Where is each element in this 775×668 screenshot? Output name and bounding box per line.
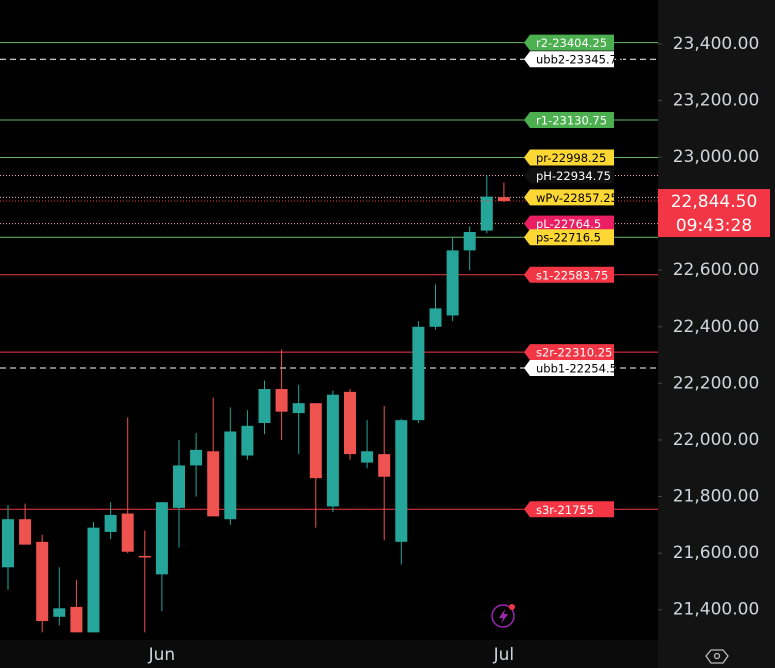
candle-body [395, 420, 408, 542]
settings-icon[interactable] [705, 649, 729, 664]
y-tick-label: 21,800.00 [673, 487, 760, 507]
y-tick-label: 23,400.00 [673, 34, 760, 54]
y-tick-label: 22,400.00 [673, 317, 760, 337]
candle-body [344, 391, 356, 455]
y-tick-label: 23,200.00 [673, 90, 760, 110]
countdown-label: 09:43:28 [676, 216, 752, 236]
level-label: s2r-22310.25 [524, 344, 614, 361]
level-label-box [524, 167, 614, 184]
candle-body [378, 454, 391, 477]
current-price-box [658, 189, 770, 238]
level-label-text: r1-23130.75 [536, 114, 607, 128]
level-label-box [524, 266, 614, 283]
y-tick-label: 21,600.00 [673, 543, 760, 563]
y-tick-label: 21,400.00 [673, 600, 760, 620]
plot-area [0, 0, 658, 640]
level-label-text: ps-22716.5 [536, 231, 601, 245]
level-label-text: pr-22998.25 [536, 151, 606, 165]
candle-body [2, 519, 14, 568]
time-axis [0, 640, 658, 668]
candle-body [138, 555, 151, 558]
level-label: r1-23130.75 [524, 112, 614, 129]
level-label-box [524, 189, 614, 206]
current-price-label: 22,844.50 [671, 192, 758, 212]
candle-body [19, 519, 32, 545]
candle-body [224, 431, 237, 520]
y-tick-label: 23,000.00 [673, 147, 760, 167]
x-tick-label: Jul [493, 645, 515, 665]
level-label-box [524, 149, 614, 166]
candle-body [53, 608, 66, 617]
candle-body [480, 196, 493, 231]
candle-body [275, 389, 288, 412]
level-label-box [524, 229, 614, 246]
candle-body [326, 394, 339, 507]
candle-body [36, 541, 49, 622]
candle-body [497, 197, 510, 202]
price-axis [658, 0, 775, 668]
candle-body [155, 502, 168, 575]
level-label-text: wPv-22857.25 [536, 191, 618, 205]
candle-body [173, 465, 185, 508]
level-label-box [524, 359, 614, 376]
level-label: wPv-22857.25 [524, 189, 618, 206]
candle-body [429, 308, 442, 327]
candle-body [361, 451, 374, 463]
level-label: ubb2-23345.75 [524, 51, 624, 68]
level-label-text: ubb1-22254.5 [536, 361, 617, 375]
lightning-icon[interactable] [491, 604, 515, 628]
candle-body [446, 250, 459, 316]
level-label: pr-22998.25 [524, 149, 614, 166]
level-label-box [524, 51, 614, 68]
level-label: ubb1-22254.5 [524, 359, 617, 376]
level-label: s1-22583.75 [524, 266, 614, 283]
y-tick-label: 22,200.00 [673, 373, 760, 393]
candle-body [309, 403, 322, 479]
candle-body [70, 606, 83, 633]
candle-body [104, 514, 117, 532]
candle-body [87, 527, 100, 633]
candle-body [241, 425, 254, 456]
level-label-box [524, 34, 614, 51]
level-label-box [524, 344, 614, 361]
candle-body [258, 389, 271, 423]
level-label-box [524, 112, 614, 129]
candle-body [412, 326, 425, 421]
candle-body [190, 449, 203, 466]
y-tick-label: 22,600.00 [673, 260, 760, 280]
level-label-box [524, 501, 614, 518]
level-label-text: pH-22934.75 [536, 169, 611, 183]
level-label-text: r2-23404.25 [536, 36, 607, 50]
level-label-text: s3r-21755 [536, 503, 594, 517]
level-label-text: s1-22583.75 [536, 268, 608, 282]
x-tick-label: Jun [148, 645, 176, 665]
level-label: ps-22716.5 [524, 229, 614, 246]
level-label-text: s2r-22310.25 [536, 346, 612, 360]
level-label: pL-22764.5 [524, 215, 614, 232]
level-label-text: pL-22764.5 [536, 217, 601, 231]
candle-body [463, 232, 476, 251]
candle-body [207, 451, 220, 517]
candle-body [121, 513, 134, 552]
level-label-text: ubb2-23345.75 [536, 53, 624, 67]
candle-body [292, 403, 305, 414]
level-label: s3r-21755 [524, 501, 614, 518]
level-label: pH-22934.75 [524, 167, 614, 184]
level-label-box [524, 215, 614, 232]
level-label: r2-23404.25 [524, 34, 614, 51]
y-tick-label: 22,000.00 [673, 430, 760, 450]
